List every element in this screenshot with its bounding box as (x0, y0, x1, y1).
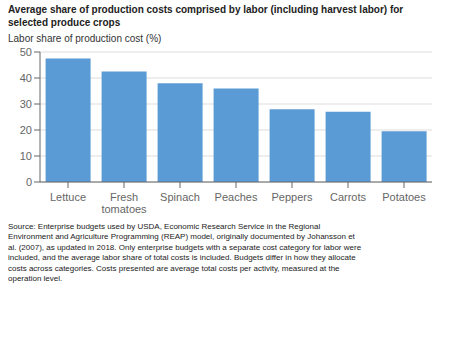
svg-text:Lettuce: Lettuce (50, 191, 86, 203)
svg-text:Potatoes: Potatoes (382, 191, 426, 203)
svg-text:Peaches: Peaches (215, 191, 258, 203)
html-text:Source: Enterprise budgets use: Source: Enterprise budgets used by USDA,… (8, 222, 362, 283)
svg-text:40: 40 (20, 72, 32, 84)
svg-text:20: 20 (20, 124, 32, 136)
svg-text:10: 10 (20, 150, 32, 162)
html-text:Labor share of production cost: Labor share of production cost (%) (8, 33, 162, 44)
html-text:Average share of production co: Average share of production costs compri… (8, 4, 404, 28)
svg-text:Spinach: Spinach (160, 191, 200, 203)
svg-text:0: 0 (26, 176, 32, 188)
svg-text:Freshtomatoes: Freshtomatoes (101, 191, 147, 215)
svg-text:50: 50 (20, 46, 32, 58)
svg-text:Carrots: Carrots (330, 191, 367, 203)
svg-text:30: 30 (20, 98, 32, 110)
svg-text:Peppers: Peppers (272, 191, 313, 203)
